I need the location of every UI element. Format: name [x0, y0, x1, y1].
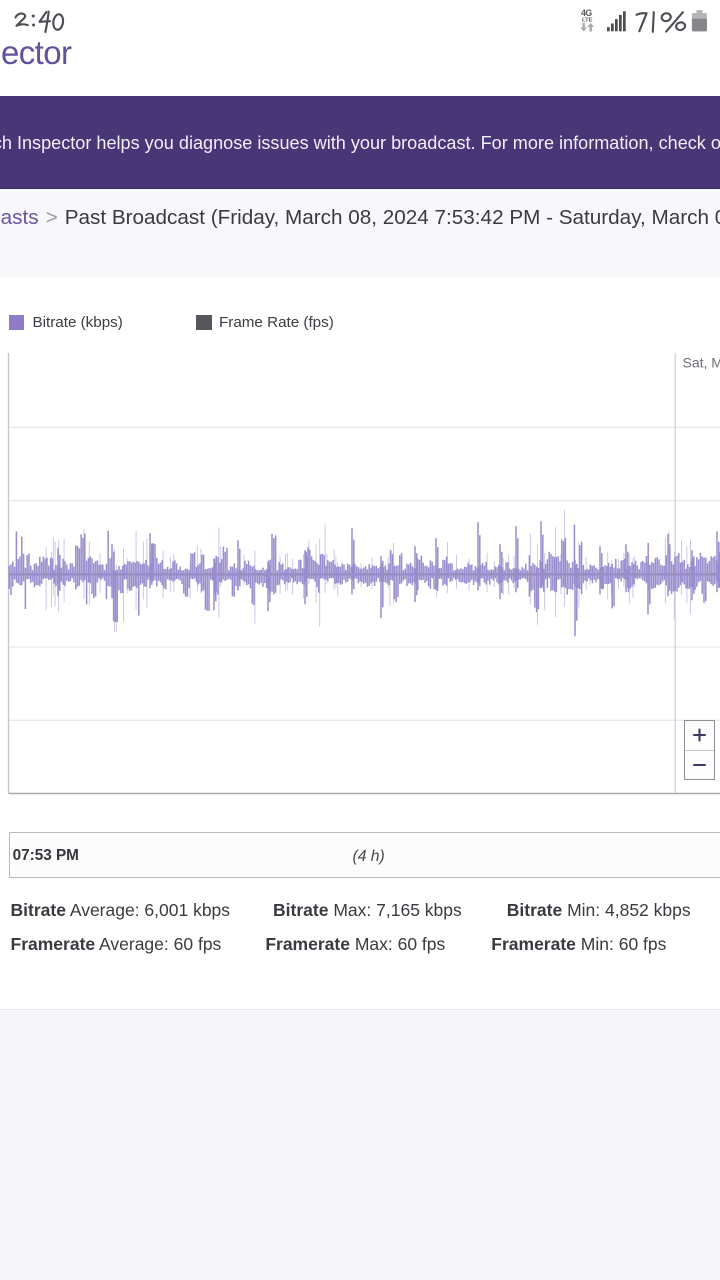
svg-text:LTE: LTE	[582, 17, 593, 23]
svg-text:Sat, Mar 09: Sat, Mar 09	[683, 355, 720, 371]
svg-text:4G: 4G	[581, 8, 592, 18]
